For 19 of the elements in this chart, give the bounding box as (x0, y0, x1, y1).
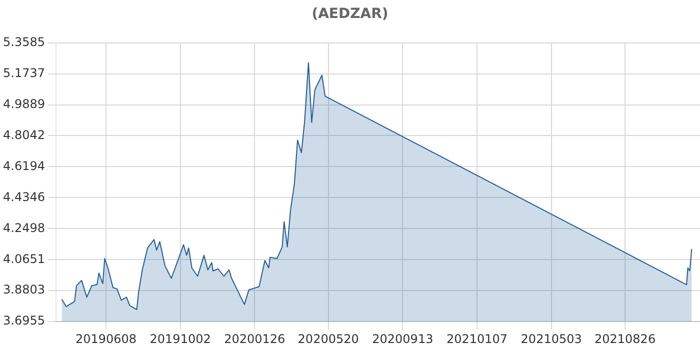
y-tick-label: 4.0651 (2, 252, 45, 266)
y-tick-label: 3.8803 (2, 282, 45, 297)
x-tick-label: 20200126 (224, 332, 286, 346)
y-tick-label: 4.9889 (2, 96, 45, 111)
x-tick-label: 20200913 (372, 332, 434, 346)
x-tick-label: 20190608 (75, 332, 137, 346)
y-tick-label: 4.4346 (2, 190, 45, 204)
x-tick-label: 20191002 (150, 332, 211, 346)
y-tick-label: 4.8042 (2, 128, 45, 142)
x-tick-label: 20210503 (520, 332, 582, 346)
x-tick-label: 20200520 (298, 332, 359, 346)
y-tick-label: 5.1737 (2, 66, 45, 80)
chart-title: (AEDZAR) (312, 6, 388, 22)
y-tick-label: 4.6194 (2, 158, 45, 173)
x-tick-label: 20210107 (446, 332, 508, 346)
y-tick-label: 3.6955 (2, 314, 45, 328)
x-tick-label: 20210826 (594, 332, 656, 346)
y-tick-label: 4.2498 (2, 220, 45, 235)
y-tick-label: 5.3585 (2, 34, 45, 49)
